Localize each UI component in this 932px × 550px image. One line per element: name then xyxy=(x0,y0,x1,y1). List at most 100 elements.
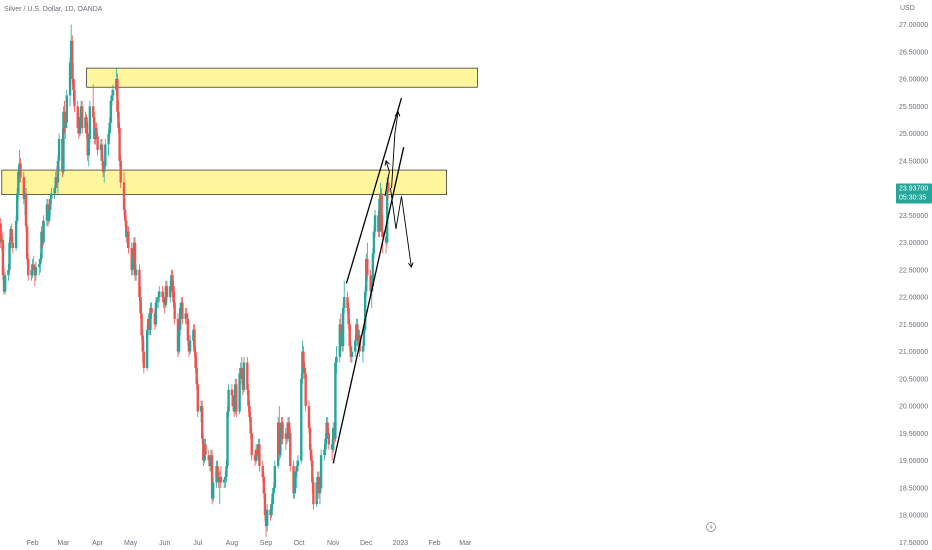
resistance-zone[interactable] xyxy=(86,67,478,88)
candle xyxy=(88,100,92,145)
candle-body xyxy=(219,476,223,483)
candle-body xyxy=(287,422,291,434)
time-tick-label: Mar xyxy=(57,540,70,547)
candle-body xyxy=(154,302,158,325)
candle-body xyxy=(372,231,376,254)
candle-body xyxy=(362,329,366,347)
candle xyxy=(348,318,351,352)
candle xyxy=(196,378,199,417)
arrow-head-icon xyxy=(384,159,390,166)
candle-body xyxy=(40,231,43,259)
candle-body xyxy=(87,138,90,156)
time-tick-label: Mar xyxy=(459,540,472,547)
candle xyxy=(65,89,68,129)
candle xyxy=(312,476,315,510)
candle-body xyxy=(117,111,120,129)
candle-body xyxy=(150,307,153,314)
time-axis[interactable]: Feb Mar Apr May Jun Jul Aug Sep Oct Nov Dec 2023 Feb… xyxy=(27,540,472,547)
candle-body xyxy=(17,171,20,194)
price-tick-label: 23.50000 xyxy=(899,213,928,220)
candle-body xyxy=(76,106,79,129)
price-tick-label: 19.50000 xyxy=(899,431,928,438)
candle xyxy=(19,158,22,183)
price-tick-label: 25.50000 xyxy=(899,104,928,111)
candle xyxy=(250,427,253,461)
candle xyxy=(378,193,381,238)
candle xyxy=(238,367,241,415)
candles-layer xyxy=(0,24,390,537)
candle xyxy=(373,209,377,238)
candle-body xyxy=(207,455,210,461)
candle-body xyxy=(279,433,282,456)
candle-body xyxy=(262,476,266,494)
candle-body xyxy=(8,242,11,270)
candle xyxy=(341,302,345,352)
projection-arrow[interactable] xyxy=(384,160,390,197)
last-price-badge: 23.93700 05:30:35 xyxy=(896,183,932,204)
candle xyxy=(173,286,176,325)
candle xyxy=(11,237,15,254)
candle-body xyxy=(373,215,377,232)
candle-body xyxy=(169,286,172,298)
candle-body xyxy=(65,95,68,123)
candle-body xyxy=(186,318,190,341)
candle xyxy=(327,427,330,450)
resistance-zone[interactable] xyxy=(1,169,447,195)
candle-body xyxy=(22,177,26,199)
candle xyxy=(73,79,76,112)
candle xyxy=(319,449,323,491)
candle-body xyxy=(116,79,119,112)
candle-body xyxy=(42,220,45,243)
candle-body xyxy=(356,324,359,341)
snapshot-icon[interactable] xyxy=(706,522,716,532)
candle xyxy=(162,291,165,308)
candle-body xyxy=(371,253,375,287)
candle-body xyxy=(204,444,207,456)
currency-label: USD xyxy=(900,5,915,12)
projection-arrow[interactable] xyxy=(390,187,412,268)
candle xyxy=(246,357,249,396)
candle-body xyxy=(39,258,42,265)
time-tick-label: Feb xyxy=(27,540,39,547)
candle-body xyxy=(211,482,215,499)
time-tick-label: Jun xyxy=(159,540,170,547)
candle-body xyxy=(295,466,299,472)
candle-body xyxy=(272,487,275,494)
candle-body xyxy=(223,479,226,483)
candle-body xyxy=(246,362,249,390)
time-tick-label: 2023 xyxy=(393,540,409,547)
candle-body xyxy=(302,351,305,368)
price-tick-label: 27.00000 xyxy=(899,22,928,29)
candle-body xyxy=(63,111,66,129)
candle xyxy=(140,302,143,341)
candle-body xyxy=(261,466,264,477)
candle xyxy=(363,286,367,333)
candle-body xyxy=(338,324,342,358)
price-tick-label: 18.50000 xyxy=(899,485,928,492)
candle xyxy=(356,318,359,347)
trendline[interactable] xyxy=(345,97,403,284)
candle-body xyxy=(242,362,246,390)
time-tick-label: Jul xyxy=(193,540,202,547)
candle-body xyxy=(235,384,238,412)
candle xyxy=(42,215,45,246)
candle-body xyxy=(196,384,199,412)
price-axis[interactable]: 27.00000 26.50000 26.00000 25.50000 25.00000… xyxy=(899,22,928,547)
candle-body xyxy=(317,476,321,494)
candle-body xyxy=(131,258,135,270)
candle-body xyxy=(71,40,74,80)
candle xyxy=(25,223,29,265)
candle xyxy=(350,346,354,363)
candle xyxy=(27,253,30,281)
candle-body xyxy=(133,242,137,276)
candle-body xyxy=(195,367,198,385)
time-tick-label: Sep xyxy=(260,540,273,547)
projection-arrow[interactable] xyxy=(391,111,399,189)
candle-body xyxy=(273,466,277,488)
candle-body xyxy=(32,264,35,270)
candle-body xyxy=(24,193,28,227)
candle xyxy=(14,215,18,251)
candle xyxy=(50,188,53,205)
candle-body xyxy=(315,482,318,505)
